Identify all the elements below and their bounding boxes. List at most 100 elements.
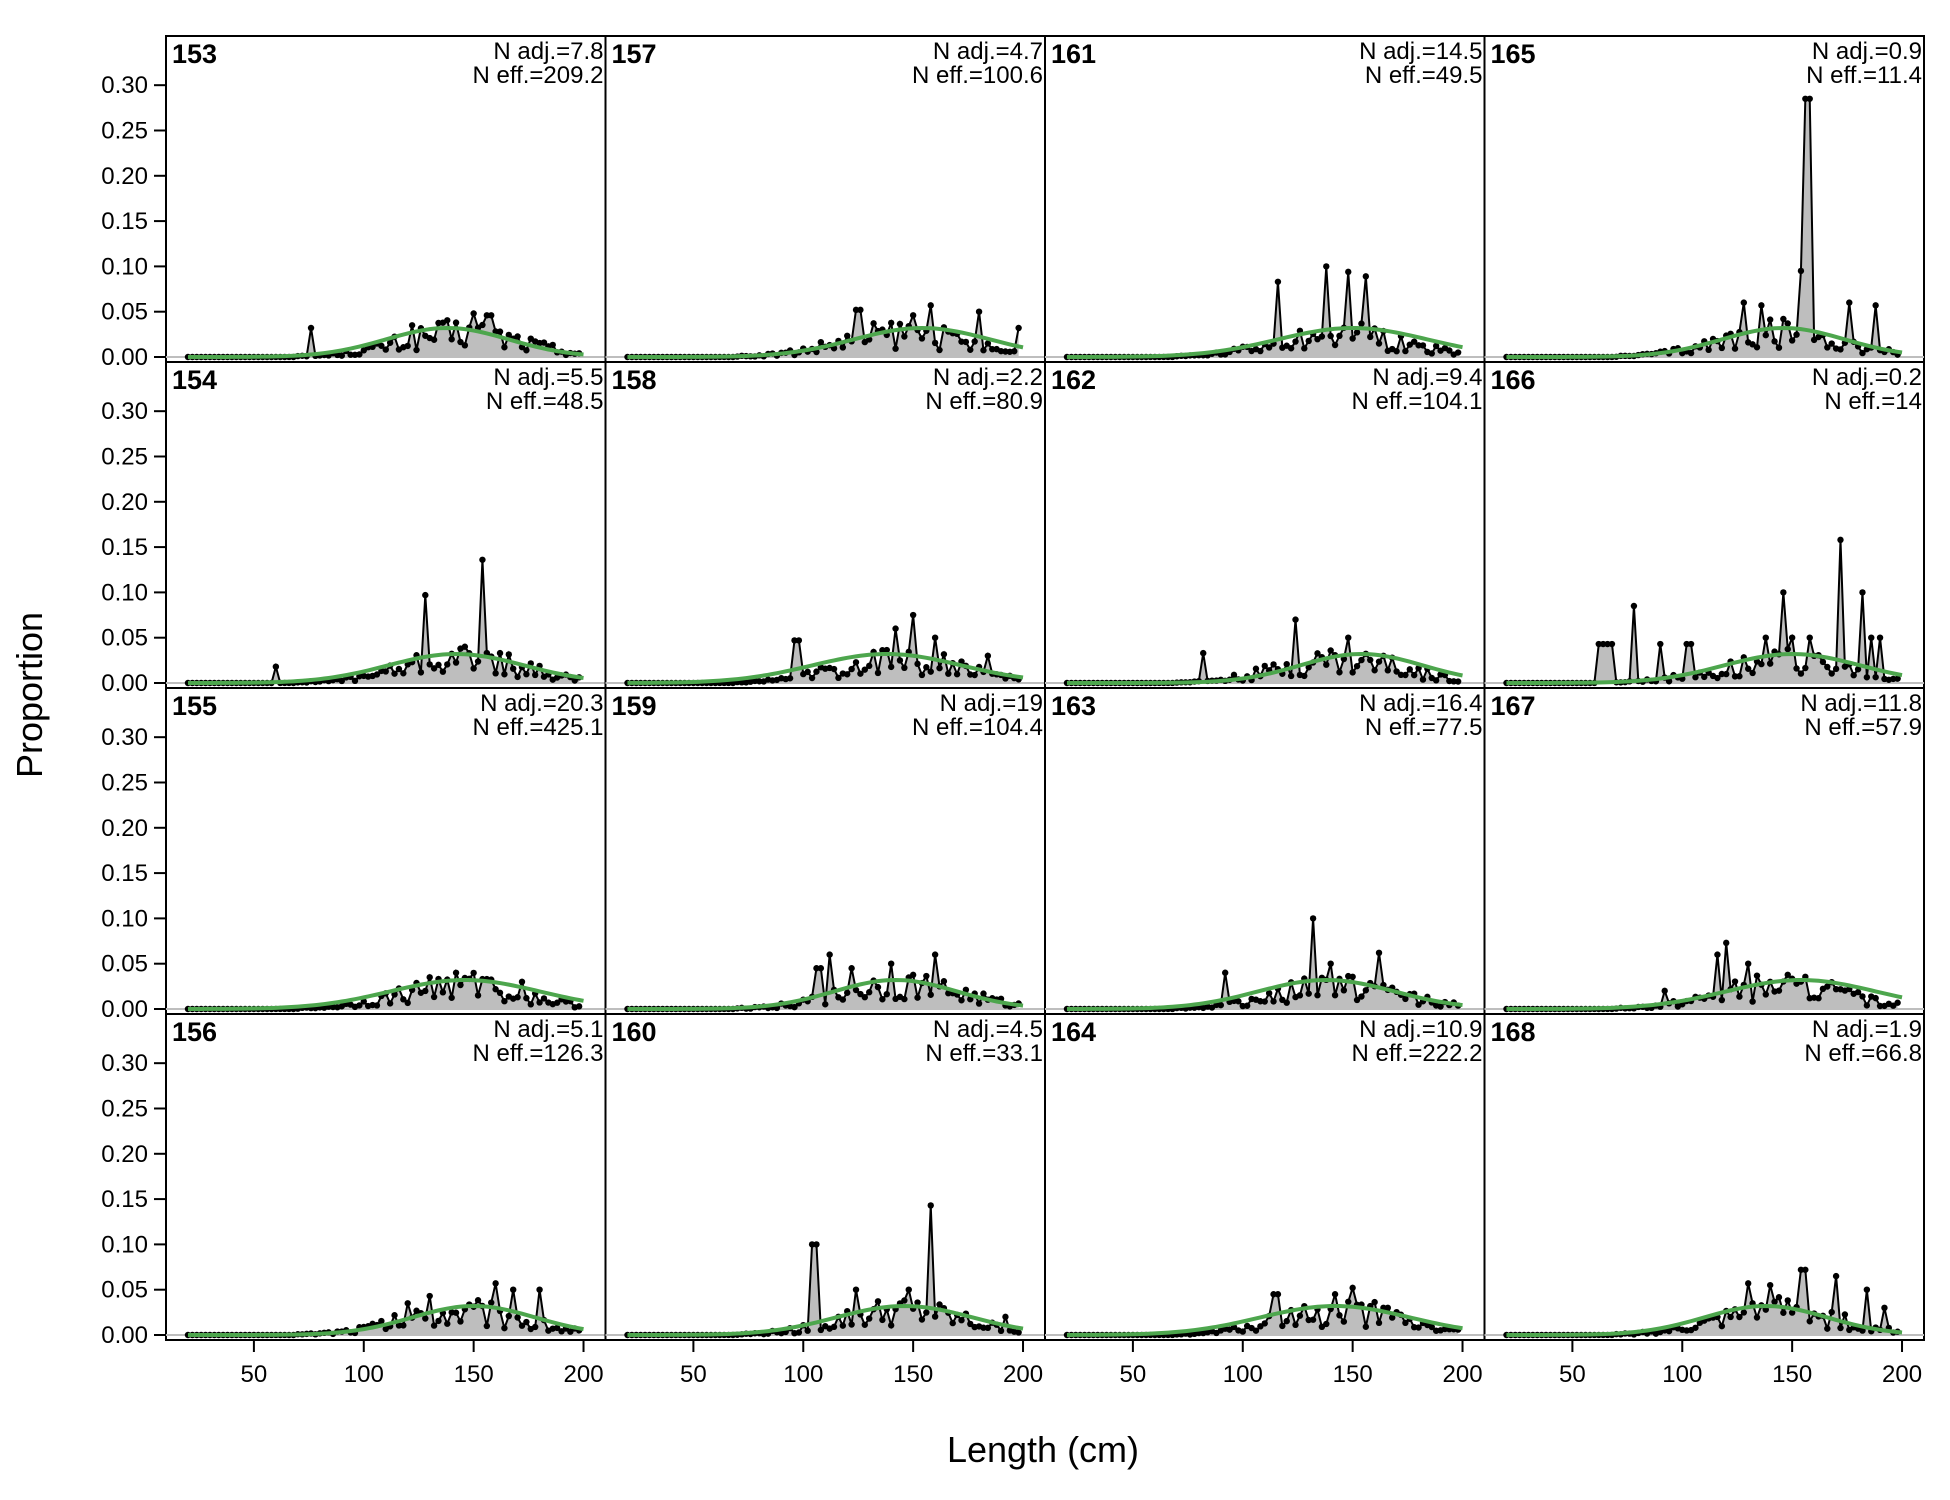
observed-point [488, 312, 495, 319]
observed-point [1270, 998, 1277, 1005]
n-adj-label: N adj.=4.7 [933, 38, 1043, 65]
observed-point [1872, 994, 1879, 1002]
observed-point [1780, 589, 1787, 596]
observed-point [874, 983, 882, 991]
observed-point [444, 661, 451, 668]
observed-point [1824, 663, 1831, 671]
expected-line [1506, 1304, 1903, 1337]
observed-point [1265, 344, 1273, 351]
y-tick-label: 0.25 [101, 1095, 148, 1122]
observed-point [1415, 1324, 1422, 1331]
observed-point [984, 340, 992, 347]
observed-point [936, 346, 943, 354]
observed-point [1859, 993, 1866, 1000]
n-adj-label: N adj.=4.5 [933, 1016, 1043, 1043]
observed-point [1815, 995, 1822, 1002]
observed-point [404, 1300, 411, 1307]
panel-id-label: 158 [612, 365, 657, 395]
observed-point [1736, 673, 1743, 680]
observed-point [1265, 989, 1273, 997]
observed-point [1665, 678, 1673, 685]
observed-point [391, 991, 398, 998]
observed-point [307, 324, 315, 332]
observed-point [1775, 344, 1783, 351]
observed-point [505, 1312, 513, 1320]
observed-point [1349, 1284, 1356, 1292]
observed-point [430, 1322, 438, 1329]
panel-165: 165 N adj.=0.9N eff.=11.4 [1483, 35, 1925, 363]
y-tick-label: 0.00 [101, 670, 148, 697]
observed-point [1336, 332, 1343, 340]
observed-point [1283, 1317, 1290, 1325]
panel-156: 156 N adj.=5.1N eff.=126.3 [165, 1013, 607, 1341]
observed-point [1454, 678, 1462, 685]
x-tick-label: 50 [1120, 1361, 1147, 1388]
observed-point [1015, 324, 1022, 332]
observed-point [448, 994, 455, 1001]
x-tick-label: 200 [1882, 1361, 1922, 1388]
axes-layer: 0.00 0.05 0.10 0.15 0.20 0.25 0.30 0.00 0.05 0.10… [101, 72, 1922, 1388]
observed-point [483, 312, 491, 319]
observed-point [984, 652, 992, 660]
observed-area [1506, 942, 1898, 1009]
observed-point [518, 978, 526, 986]
observed-point [1274, 278, 1282, 285]
observed-point [1832, 665, 1840, 673]
observed-point [426, 661, 433, 668]
observed-point [1701, 673, 1708, 681]
observed-point [1872, 673, 1879, 681]
observed-point [1375, 1319, 1383, 1327]
observed-point [1793, 331, 1800, 338]
y-tick-label: 0.05 [101, 1277, 148, 1304]
observed-point [1819, 658, 1827, 666]
observed-area [1066, 619, 1459, 683]
observed-point [844, 989, 851, 996]
y-tick-label: 0.20 [101, 815, 148, 842]
observed-point [1402, 995, 1409, 1003]
observed-point [909, 312, 917, 319]
observed-area [187, 972, 580, 1009]
observed-point [1345, 634, 1352, 641]
observed-point [1305, 990, 1312, 997]
observed-point [1854, 666, 1862, 673]
n-adj-label: N adj.=5.5 [493, 364, 603, 391]
observed-area [187, 1283, 580, 1335]
observed-point [848, 965, 855, 972]
observed-point [1868, 634, 1875, 641]
observed-point [514, 994, 521, 1001]
observed-point [386, 339, 394, 346]
observed-point [1287, 345, 1295, 352]
observed-point [1318, 333, 1326, 340]
y-tick-label: 0.00 [101, 996, 148, 1023]
observed-point [839, 344, 847, 351]
observed-point [479, 556, 486, 563]
observed-point [1323, 263, 1330, 270]
observed-point [461, 643, 469, 650]
observed-point [400, 670, 407, 677]
observed-point [426, 1292, 433, 1300]
observed-point [1221, 969, 1229, 976]
observed-point [373, 671, 381, 678]
observed-point [1714, 951, 1721, 958]
observed-point [1340, 987, 1348, 994]
observed-point [931, 634, 939, 641]
n-adj-label: N adj.=9.4 [1372, 364, 1482, 391]
observed-point [373, 1002, 381, 1009]
x-tick-label: 100 [1223, 1361, 1263, 1388]
observed-point [883, 990, 890, 998]
observed-point [879, 1316, 886, 1324]
observed-point [474, 658, 482, 665]
panel-167: 167 N adj.=11.8N eff.=57.9 [1483, 687, 1925, 1015]
observed-point [1296, 992, 1304, 999]
observed-point [1375, 949, 1383, 957]
observed-point [1705, 346, 1712, 354]
y-tick-label: 0.10 [101, 253, 148, 280]
observed-point [1753, 972, 1761, 979]
observed-point [1753, 1314, 1761, 1321]
observed-point [927, 302, 934, 309]
observed-point [1331, 341, 1339, 349]
observed-point [1309, 1316, 1317, 1323]
observed-point [1415, 1001, 1422, 1008]
y-tick-label: 0.15 [101, 1186, 148, 1213]
